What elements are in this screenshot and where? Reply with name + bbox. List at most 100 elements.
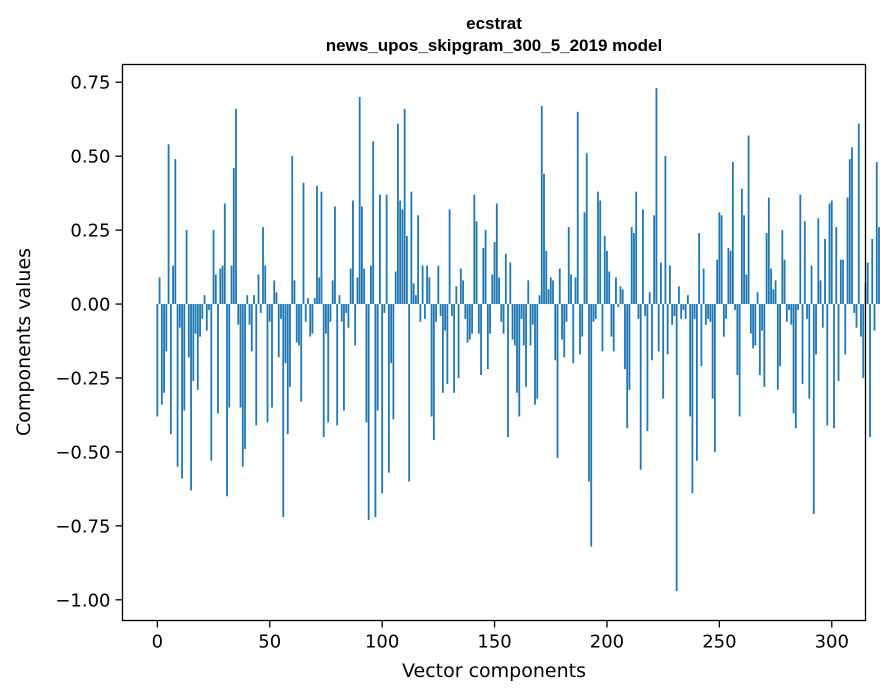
bar	[862, 304, 865, 378]
x-tick-label: 0	[152, 632, 163, 653]
bar	[869, 304, 871, 438]
bar	[178, 304, 181, 328]
bar	[797, 304, 799, 310]
bar	[486, 304, 489, 370]
bar	[223, 203, 226, 305]
bar	[534, 304, 536, 405]
bar	[529, 304, 532, 346]
bar	[853, 304, 856, 313]
bar	[691, 304, 694, 494]
bar	[390, 304, 393, 364]
bar	[734, 304, 737, 310]
bar	[621, 289, 624, 305]
bar	[642, 209, 644, 305]
bar	[507, 304, 509, 438]
bar	[439, 304, 442, 316]
bar	[262, 227, 264, 305]
bar	[417, 215, 420, 305]
bar	[695, 304, 698, 461]
bar	[205, 304, 208, 331]
bar	[711, 304, 714, 399]
bar	[313, 298, 316, 305]
bar	[682, 304, 685, 310]
bar	[713, 304, 716, 452]
bar	[232, 168, 235, 305]
bar	[361, 206, 363, 305]
bar	[354, 304, 357, 346]
bar	[743, 215, 745, 305]
bar	[235, 108, 237, 305]
x-axis-label: Vector components	[402, 660, 586, 682]
bar	[471, 304, 473, 334]
bar	[343, 304, 345, 411]
bar	[304, 304, 307, 322]
bar	[848, 159, 851, 305]
bar	[749, 304, 752, 334]
bar	[320, 191, 323, 305]
bar	[826, 304, 829, 426]
bar	[226, 304, 228, 497]
bar	[673, 304, 676, 316]
bar	[745, 274, 748, 305]
x-tick-label: 250	[702, 632, 736, 653]
bar	[379, 194, 381, 305]
bar	[552, 280, 554, 305]
bar-series	[156, 88, 880, 591]
bar	[567, 227, 570, 305]
bar	[187, 304, 190, 358]
bar	[169, 304, 172, 435]
bar	[639, 304, 642, 470]
bar	[792, 304, 795, 414]
bar	[585, 153, 588, 305]
bar	[414, 295, 417, 305]
bar	[381, 304, 384, 494]
bar	[758, 304, 761, 376]
bar	[349, 268, 352, 305]
bar	[214, 274, 217, 305]
y-axis-ticks: 0.75 0.50 0.25 0.00 −0.25 −0.50 −0.75 −1.00	[55, 73, 123, 611]
bar	[772, 289, 775, 305]
bar	[340, 304, 343, 322]
bar	[545, 250, 548, 305]
bar	[322, 304, 325, 438]
bar	[327, 304, 330, 423]
bar	[484, 230, 487, 305]
bar	[646, 304, 649, 432]
bar	[199, 304, 201, 337]
bar	[309, 304, 312, 337]
bar	[291, 156, 294, 305]
bar	[538, 295, 541, 305]
bar	[617, 304, 620, 308]
bar	[687, 295, 689, 305]
bar	[176, 304, 179, 467]
bar	[846, 197, 849, 305]
bar	[392, 304, 395, 420]
bar	[477, 304, 480, 334]
bar	[835, 227, 838, 305]
bar	[196, 304, 199, 390]
bar	[669, 265, 671, 305]
bar	[473, 194, 476, 305]
x-tick-label: 200	[590, 632, 624, 653]
y-tick-label: 0.50	[70, 147, 110, 168]
chart-subtitle: news_upos_skipgram_300_5_2019 model	[326, 36, 662, 55]
bar	[509, 262, 512, 305]
bar	[543, 173, 545, 305]
bar	[666, 304, 669, 355]
bar	[547, 289, 550, 305]
bar	[556, 304, 559, 458]
bar	[662, 304, 665, 399]
bar	[851, 147, 853, 305]
bar	[491, 274, 494, 305]
bar	[837, 304, 840, 381]
bar	[725, 304, 728, 319]
bar	[842, 259, 844, 305]
bar	[698, 233, 701, 305]
bar	[259, 304, 262, 313]
bar	[720, 215, 723, 305]
bar	[626, 304, 629, 429]
bar	[255, 304, 258, 426]
bar	[628, 304, 631, 390]
bar	[722, 304, 725, 337]
bar	[194, 304, 197, 334]
